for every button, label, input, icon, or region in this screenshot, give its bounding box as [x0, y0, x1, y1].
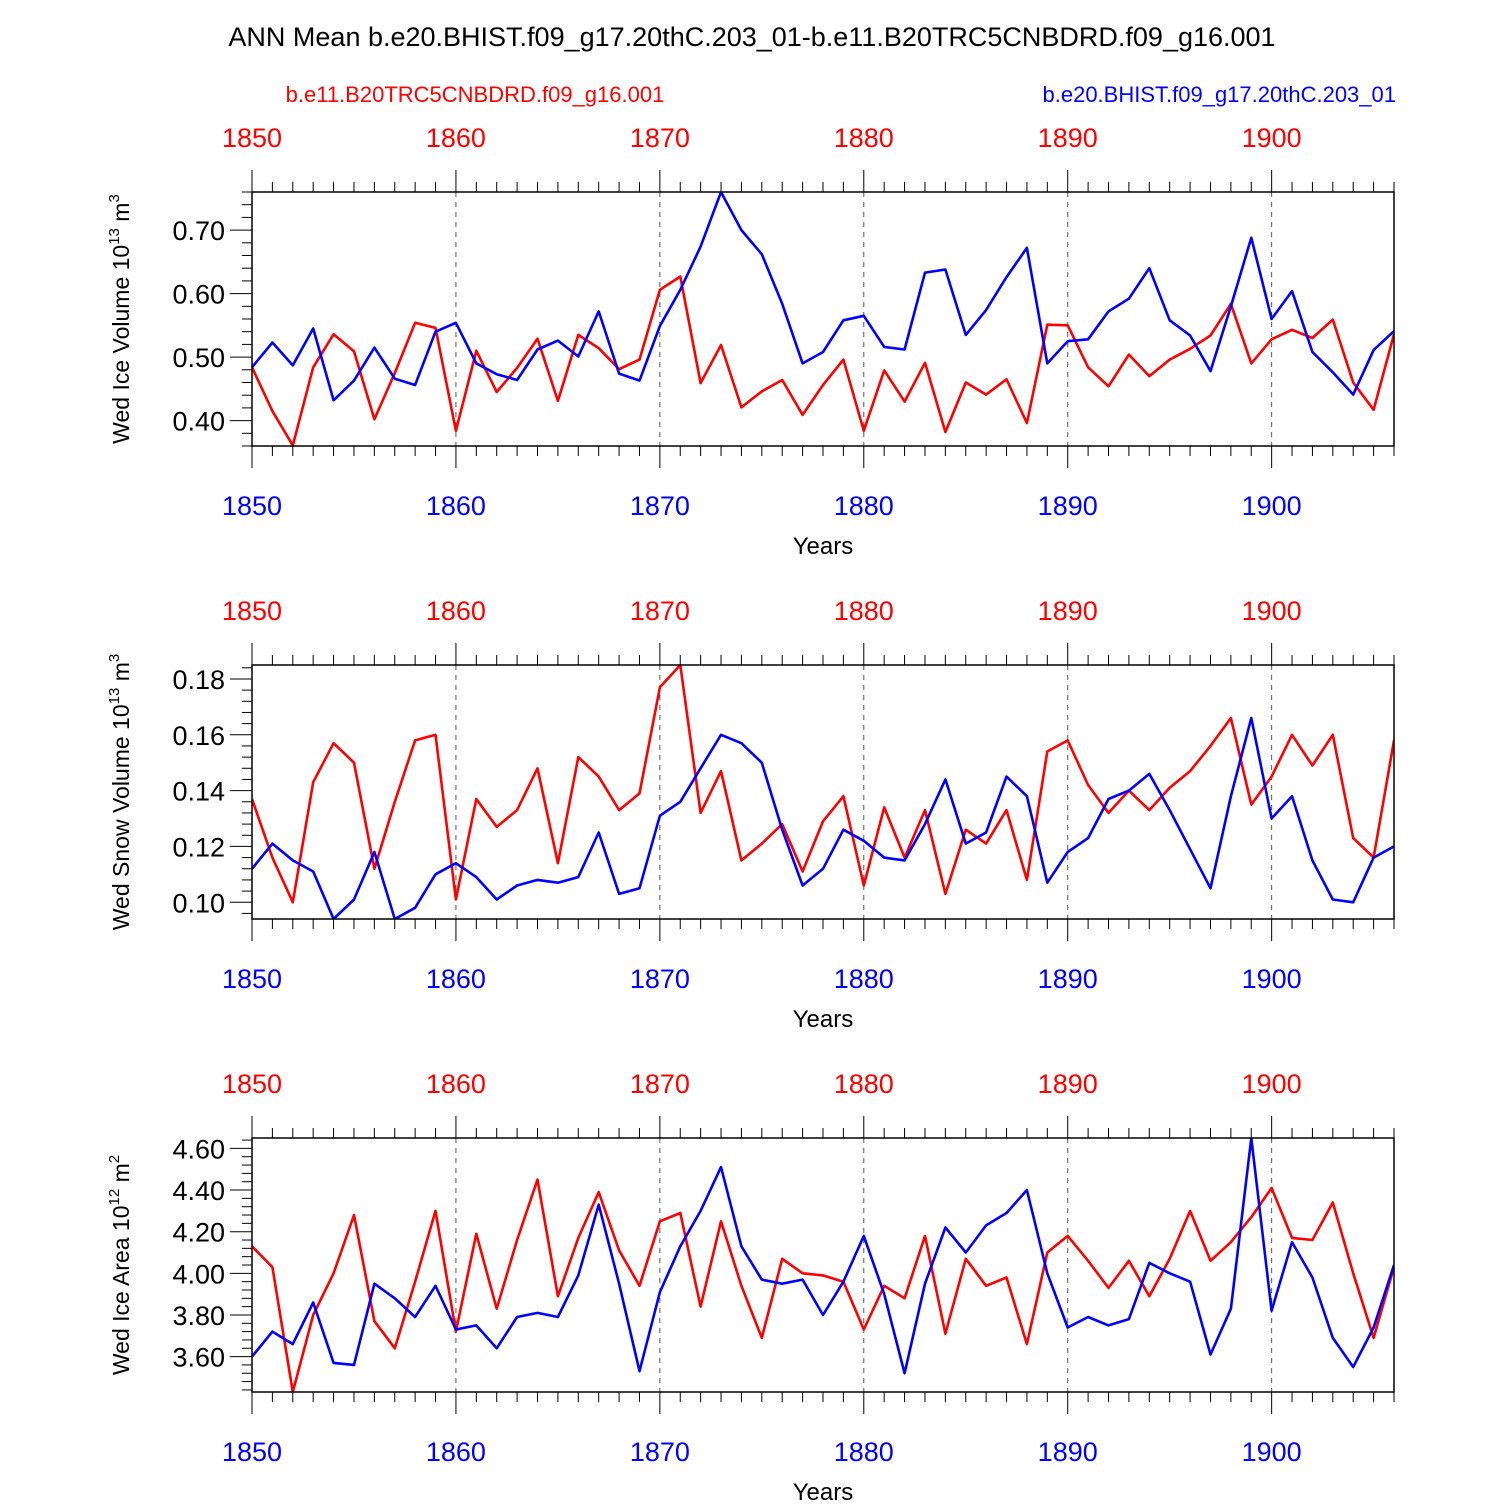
- top-x-tick-label: 1870: [630, 596, 690, 626]
- bottom-x-tick-label: 1880: [834, 491, 894, 521]
- y-tick-label: 0.50: [172, 343, 225, 373]
- series-group: [252, 1138, 1394, 1392]
- series-line-case2: [252, 716, 1394, 919]
- legend-label-case2: b.e20.BHIST.f09_g17.20thC.203_01: [1043, 82, 1397, 107]
- top-x-tick-label: 1870: [630, 123, 690, 153]
- y-axis-label-exponent: 13: [106, 688, 123, 705]
- top-x-tick-label: 1880: [834, 1069, 894, 1099]
- bottom-x-tick-label: 1890: [1038, 964, 1098, 994]
- series-line-case2: [252, 1138, 1394, 1375]
- top-x-tick-label: 1890: [1038, 123, 1098, 153]
- bottom-x-tick-label: 1870: [630, 1437, 690, 1467]
- series-line-case1: [252, 275, 1394, 446]
- y-tick-label: 3.80: [172, 1301, 225, 1331]
- y-tick-label: 0.10: [172, 888, 225, 918]
- legend-label-case1: b.e11.B20TRC5CNBDRD.f09_g16.001: [286, 82, 665, 107]
- bottom-x-tick-label: 1860: [426, 491, 486, 521]
- y-tick-label: 4.00: [172, 1259, 225, 1289]
- bottom-x-tick-label: 1890: [1038, 491, 1098, 521]
- figure-title: ANN Mean b.e20.BHIST.f09_g17.20thC.203_0…: [228, 22, 1275, 52]
- y-axis-label-unit-exponent: 3: [106, 654, 123, 662]
- y-axis-label: Wed Snow Volume 1013 m3: [106, 654, 134, 930]
- bottom-x-tick-label: 1860: [426, 1437, 486, 1467]
- panels: 0.40 0.50 0.60 0.70 1850 1850 1860 1860 1870 1870…: [106, 123, 1395, 1505]
- top-x-tick-label: 1850: [222, 596, 282, 626]
- bottom-x-tick-label: 1850: [222, 491, 282, 521]
- top-x-tick-label: 1900: [1242, 123, 1302, 153]
- top-x-tick-label: 1900: [1242, 596, 1302, 626]
- y-axis-label-unit-exponent: 2: [106, 1155, 123, 1163]
- y-axis-label-text: Wed Ice Area 10: [108, 1205, 134, 1375]
- bottom-x-tick-label: 1900: [1242, 491, 1302, 521]
- top-x-tick-label: 1890: [1038, 596, 1098, 626]
- y-axis-label: Wed Ice Volume 1013 m3: [106, 194, 134, 444]
- series-line-case1: [252, 665, 1394, 904]
- y-tick-label: 0.18: [172, 665, 225, 695]
- top-x-tick-label: 1860: [426, 1069, 486, 1099]
- y-tick-label: 0.16: [172, 721, 225, 751]
- bottom-x-tick-label: 1870: [630, 491, 690, 521]
- bottom-x-tick-label: 1900: [1242, 964, 1302, 994]
- bottom-x-tick-label: 1900: [1242, 1437, 1302, 1467]
- top-x-tick-label: 1850: [222, 1069, 282, 1099]
- y-axis-label: Wed Ice Area 1012 m2: [106, 1155, 134, 1375]
- x-axis-label: Years: [793, 1479, 854, 1500]
- x-axis-label: Years: [793, 1006, 854, 1033]
- y-tick-label: 3.60: [172, 1343, 225, 1373]
- top-x-tick-label: 1870: [630, 1069, 690, 1099]
- top-x-tick-label: 1850: [222, 123, 282, 153]
- y-axis-label-unit: m: [108, 662, 134, 688]
- x-axis-label: Years: [793, 533, 854, 560]
- y-tick-label: 0.14: [172, 777, 225, 807]
- series-group: [252, 665, 1394, 919]
- series-line-case2: [252, 192, 1394, 402]
- y-tick-label: 0.12: [172, 832, 225, 862]
- bottom-x-tick-label: 1860: [426, 964, 486, 994]
- y-tick-label: 4.40: [172, 1176, 225, 1206]
- plot-frame: [251, 1137, 1395, 1393]
- top-x-tick-label: 1900: [1242, 1069, 1302, 1099]
- y-tick-label: 0.60: [172, 280, 225, 310]
- panel-3: 3.60 3.80 4.00 4.20 4.40 4.60 1850 1850 1860 1860…: [106, 1069, 1395, 1505]
- y-tick-label: 0.40: [172, 407, 225, 437]
- y-tick-label: 0.70: [172, 216, 225, 246]
- y-axis-label-unit-exponent: 3: [106, 194, 123, 202]
- y-axis-label-unit: m: [108, 1163, 134, 1189]
- top-x-tick-label: 1890: [1038, 1069, 1098, 1099]
- series-line-case1: [252, 1178, 1394, 1392]
- panel-2: 0.10 0.12 0.14 0.16 0.18 1850 1850 1860 1860 1870…: [106, 596, 1395, 1033]
- top-x-tick-label: 1880: [834, 123, 894, 153]
- bottom-x-tick-label: 1850: [222, 1437, 282, 1467]
- top-x-tick-label: 1860: [426, 123, 486, 153]
- plot-frame: [251, 191, 1395, 447]
- top-x-tick-label: 1860: [426, 596, 486, 626]
- y-axis-label-exponent: 13: [106, 228, 123, 245]
- top-x-tick-label: 1880: [834, 596, 894, 626]
- bottom-x-tick-label: 1880: [834, 964, 894, 994]
- panel-1: 0.40 0.50 0.60 0.70 1850 1850 1860 1860 1870 1870…: [106, 123, 1395, 560]
- y-tick-label: 4.20: [172, 1218, 225, 1248]
- bottom-x-tick-label: 1850: [222, 964, 282, 994]
- series-group: [252, 192, 1394, 446]
- y-tick-label: 4.60: [172, 1134, 225, 1164]
- y-axis-label-text: Wed Ice Volume 10: [108, 245, 134, 444]
- bottom-x-tick-label: 1890: [1038, 1437, 1098, 1467]
- plot-frame: [251, 664, 1395, 920]
- bottom-x-tick-label: 1870: [630, 964, 690, 994]
- bottom-x-tick-label: 1880: [834, 1437, 894, 1467]
- y-axis-label-text: Wed Snow Volume 10: [108, 704, 134, 930]
- y-axis-label-unit: m: [108, 203, 134, 229]
- y-axis-label-exponent: 12: [106, 1189, 123, 1206]
